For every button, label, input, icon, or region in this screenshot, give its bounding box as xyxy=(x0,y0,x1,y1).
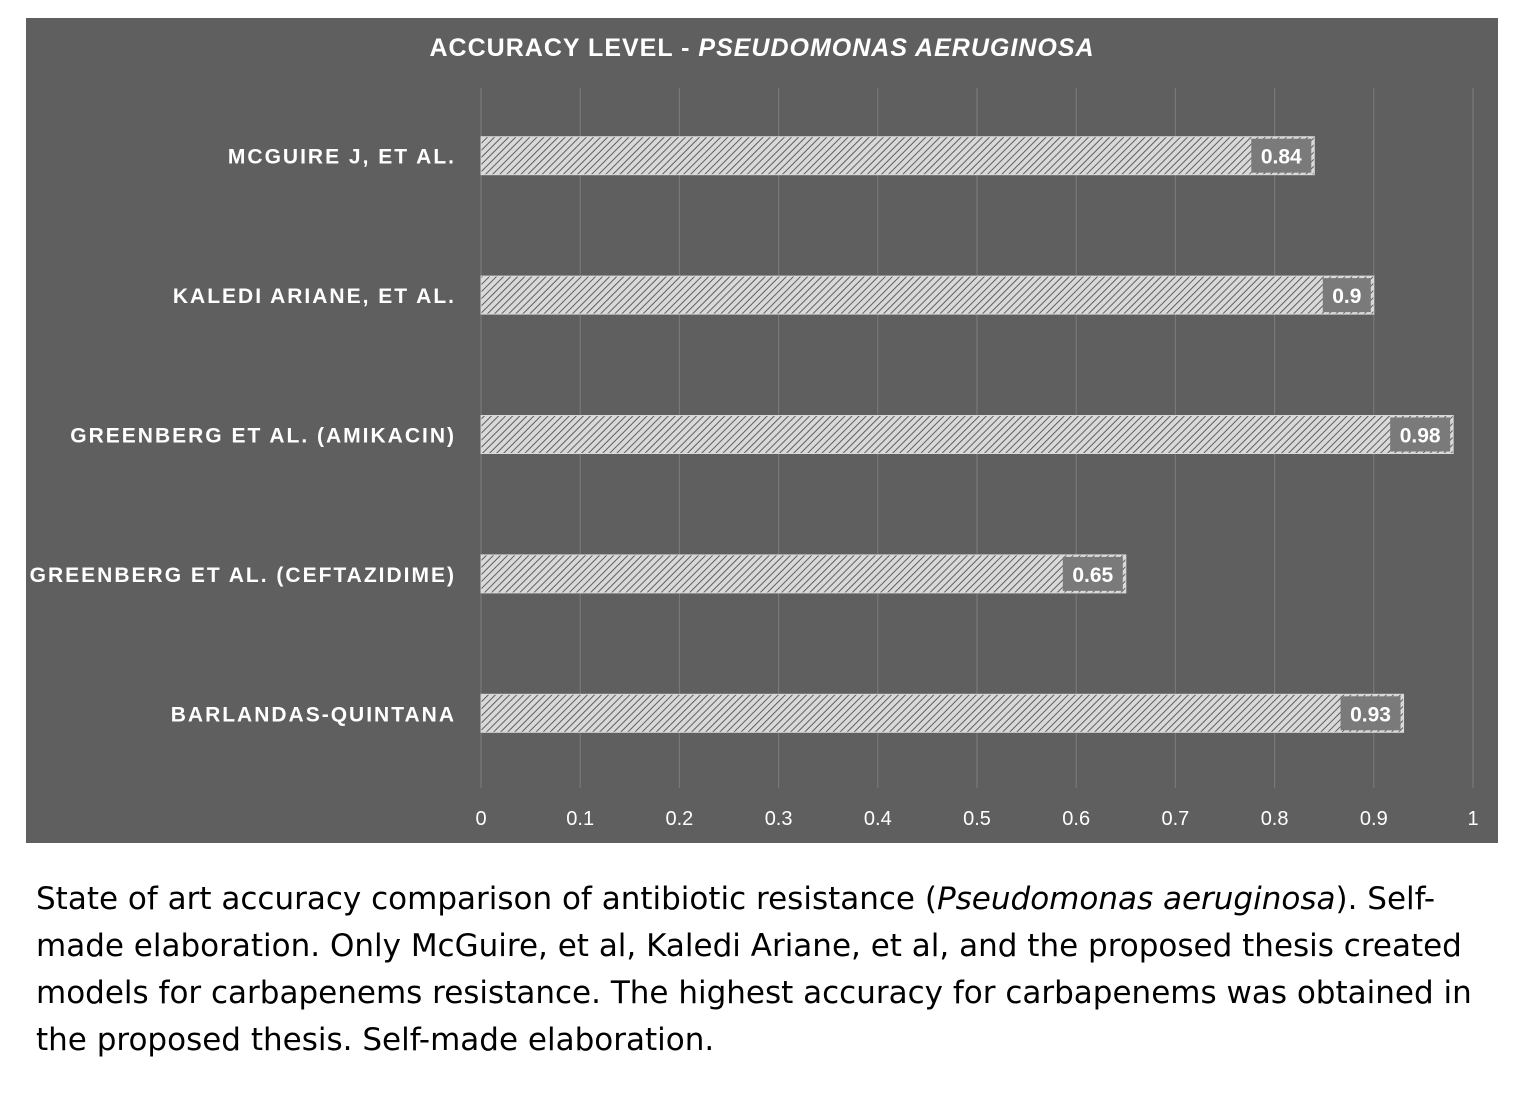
data-label: 0.98 xyxy=(1400,425,1441,448)
x-tick-label: 1 xyxy=(1467,808,1478,830)
category-label: GREENBERG ET AL. (CEFTAZIDIME) xyxy=(30,564,456,587)
data-label-box xyxy=(1340,696,1401,731)
bar-chart: 0 0.1 0.2 0.3 0.4 0.5 0.6 0.7 0.8 0.9 1 MCGUIRE J, … xyxy=(30,88,1479,830)
bar xyxy=(480,136,1315,176)
x-tick-label: 0 xyxy=(475,808,486,830)
bar xyxy=(480,693,1405,733)
data-label-box xyxy=(1251,138,1312,173)
data-label-box xyxy=(1390,417,1451,452)
caption-text-1: State of art accuracy comparison of anti… xyxy=(36,881,937,917)
x-tick-label: 0.6 xyxy=(1062,808,1090,830)
x-tick-label: 0.2 xyxy=(665,808,693,830)
chart-title-organism: PSEUDOMONAS AERUGINOSA xyxy=(698,34,1095,62)
category-label: GREENBERG ET AL. (AMIKACIN) xyxy=(70,425,456,448)
x-tick-label: 0.8 xyxy=(1261,808,1289,830)
x-tick-label: 0.4 xyxy=(864,808,892,830)
caption-organism: Pseudomonas aeruginosa xyxy=(936,881,1336,917)
data-label-box xyxy=(1322,278,1371,313)
x-tick-label: 0.5 xyxy=(963,808,991,830)
data-label-box xyxy=(1062,556,1123,591)
x-tick-label: 0.3 xyxy=(765,808,793,830)
category-label: MCGUIRE J, ET AL. xyxy=(228,146,456,169)
category-label: KALEDI ARIANE, ET AL. xyxy=(173,285,456,308)
chart-panel: ACCURACY LEVEL - PSEUDOMONAS AERUGINOSA … xyxy=(26,18,1498,843)
figure-caption: State of art accuracy comparison of anti… xyxy=(36,876,1476,1064)
x-tick-label: 0.1 xyxy=(566,808,594,830)
chart-title-main: ACCURACY LEVEL - xyxy=(429,34,699,62)
data-label: 0.93 xyxy=(1350,703,1391,726)
x-tick-label: 0.9 xyxy=(1360,808,1388,830)
bar xyxy=(480,275,1375,315)
data-label: 0.84 xyxy=(1261,146,1302,169)
bar xyxy=(480,415,1454,454)
caption-text-2: ). Self-made elaboration. Only McGuire, … xyxy=(36,881,1472,1058)
data-label: 0.65 xyxy=(1072,564,1113,587)
bar xyxy=(480,554,1127,594)
labels: 0 0.1 0.2 0.3 0.4 0.5 0.6 0.7 0.8 0.9 1 MCGUIRE J, … xyxy=(30,138,1479,830)
x-tick-label: 0.7 xyxy=(1161,808,1189,830)
data-label: 0.9 xyxy=(1332,285,1361,308)
category-label: BARLANDAS-QUINTANA xyxy=(171,703,456,726)
bars xyxy=(480,136,1454,733)
chart-title: ACCURACY LEVEL - PSEUDOMONAS AERUGINOSA xyxy=(26,34,1498,63)
